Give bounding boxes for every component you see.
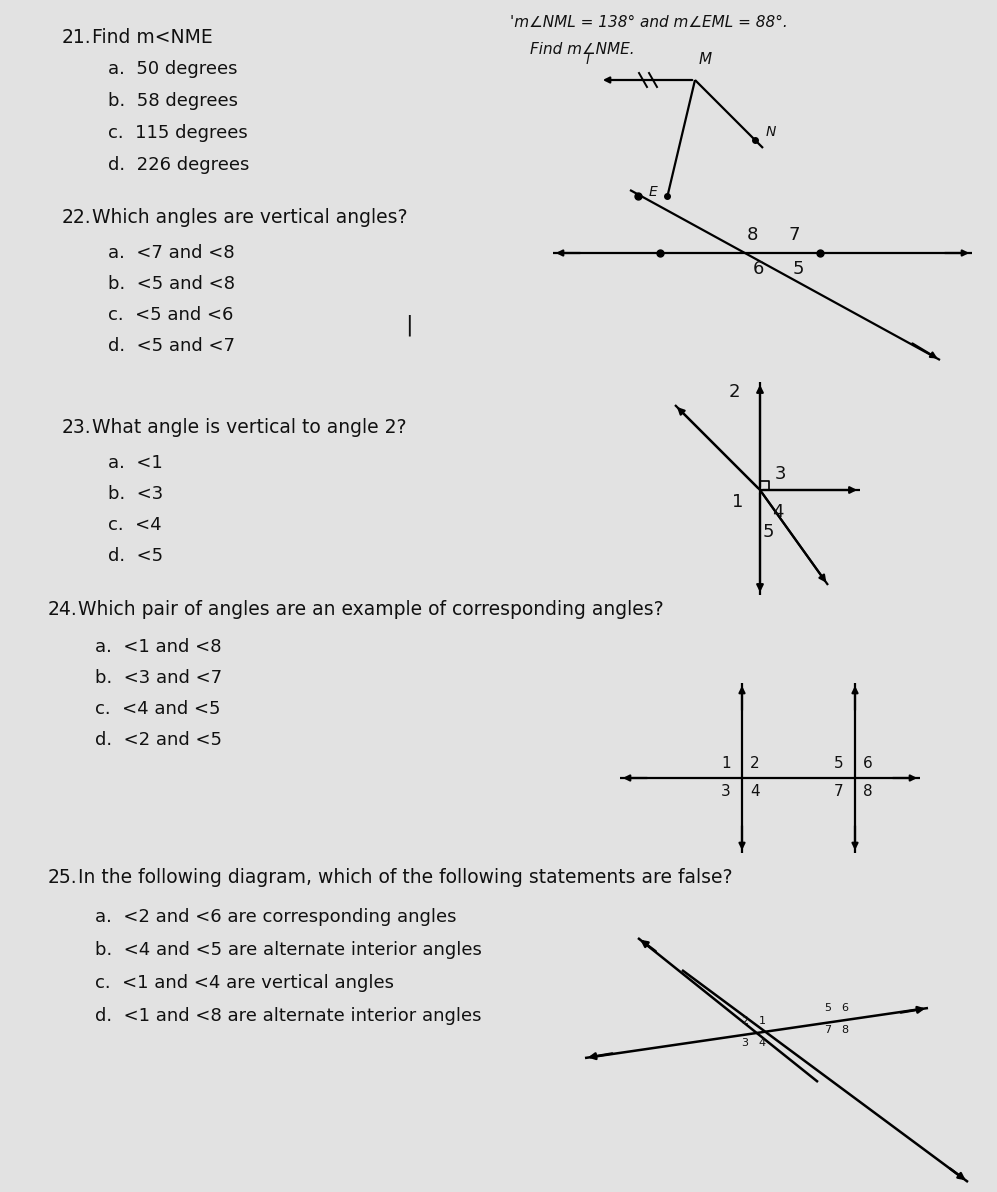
Text: a.  <7 and <8: a. <7 and <8 (108, 244, 234, 262)
Text: b.  <3: b. <3 (108, 485, 164, 503)
Text: 2: 2 (750, 757, 760, 771)
Text: c.  115 degrees: c. 115 degrees (108, 124, 247, 142)
Text: c.  <4 and <5: c. <4 and <5 (95, 700, 220, 718)
Text: N: N (766, 125, 777, 139)
Text: 24.: 24. (48, 600, 78, 619)
Text: a.  <2 and <6 are corresponding angles: a. <2 and <6 are corresponding angles (95, 908, 457, 926)
Text: 3: 3 (721, 784, 731, 800)
Text: 5: 5 (834, 757, 843, 771)
Text: Which angles are vertical angles?: Which angles are vertical angles? (92, 207, 408, 226)
Text: 7: 7 (825, 1025, 831, 1035)
Text: 21.: 21. (62, 27, 92, 46)
Text: 25.: 25. (48, 868, 78, 887)
Text: 4: 4 (759, 1038, 766, 1048)
Text: d.  <2 and <5: d. <2 and <5 (95, 731, 222, 749)
Text: Find m<NME: Find m<NME (92, 27, 212, 46)
Text: 8: 8 (863, 784, 872, 800)
Text: 1: 1 (759, 1016, 766, 1026)
Text: M: M (699, 52, 712, 67)
Text: 5: 5 (793, 260, 804, 278)
Text: 7: 7 (834, 784, 843, 800)
Text: Find m∠NME.: Find m∠NME. (530, 42, 635, 57)
Text: Which pair of angles are an example of corresponding angles?: Which pair of angles are an example of c… (78, 600, 664, 619)
Text: 3: 3 (775, 465, 786, 483)
Text: b.  58 degrees: b. 58 degrees (108, 92, 238, 110)
Text: 2: 2 (742, 1016, 749, 1026)
Text: c.  <4: c. <4 (108, 516, 162, 534)
Text: c.  <1 and <4 are vertical angles: c. <1 and <4 are vertical angles (95, 974, 394, 992)
Text: 6: 6 (841, 1002, 848, 1013)
Text: 7: 7 (789, 226, 800, 244)
Text: b.  <4 and <5 are alternate interior angles: b. <4 and <5 are alternate interior angl… (95, 940, 482, 960)
Text: 23.: 23. (62, 418, 92, 437)
Text: l: l (586, 52, 590, 67)
Text: What angle is vertical to angle 2?: What angle is vertical to angle 2? (92, 418, 407, 437)
Text: c.  <5 and <6: c. <5 and <6 (108, 306, 233, 324)
Text: a.  <1 and <8: a. <1 and <8 (95, 638, 221, 656)
Text: 1: 1 (721, 757, 731, 771)
Text: a.  <1: a. <1 (108, 454, 163, 472)
Text: 3: 3 (742, 1038, 749, 1048)
Text: 8: 8 (841, 1025, 848, 1035)
Text: b.  <3 and <7: b. <3 and <7 (95, 669, 222, 687)
Text: d.  226 degrees: d. 226 degrees (108, 156, 249, 174)
Text: 1: 1 (733, 493, 744, 511)
Text: In the following diagram, which of the following statements are false?: In the following diagram, which of the f… (78, 868, 733, 887)
Text: 8: 8 (747, 226, 758, 244)
Text: 4: 4 (773, 503, 784, 521)
Text: E: E (649, 185, 658, 199)
Text: 2: 2 (728, 383, 740, 401)
Text: d.  <5: d. <5 (108, 547, 164, 565)
Text: 5: 5 (825, 1002, 831, 1013)
Text: 22.: 22. (62, 207, 92, 226)
Text: 4: 4 (750, 784, 760, 800)
Text: 6: 6 (863, 757, 873, 771)
Text: |: | (405, 315, 413, 336)
Text: 'm∠NML = 138° and m∠EML = 88°.: 'm∠NML = 138° and m∠EML = 88°. (510, 15, 788, 30)
Text: d.  <5 and <7: d. <5 and <7 (108, 337, 235, 355)
Text: a.  50 degrees: a. 50 degrees (108, 60, 237, 77)
Text: b.  <5 and <8: b. <5 and <8 (108, 275, 235, 293)
Text: 6: 6 (753, 260, 764, 278)
Text: 5: 5 (763, 523, 774, 541)
Text: d.  <1 and <8 are alternate interior angles: d. <1 and <8 are alternate interior angl… (95, 1007, 482, 1025)
